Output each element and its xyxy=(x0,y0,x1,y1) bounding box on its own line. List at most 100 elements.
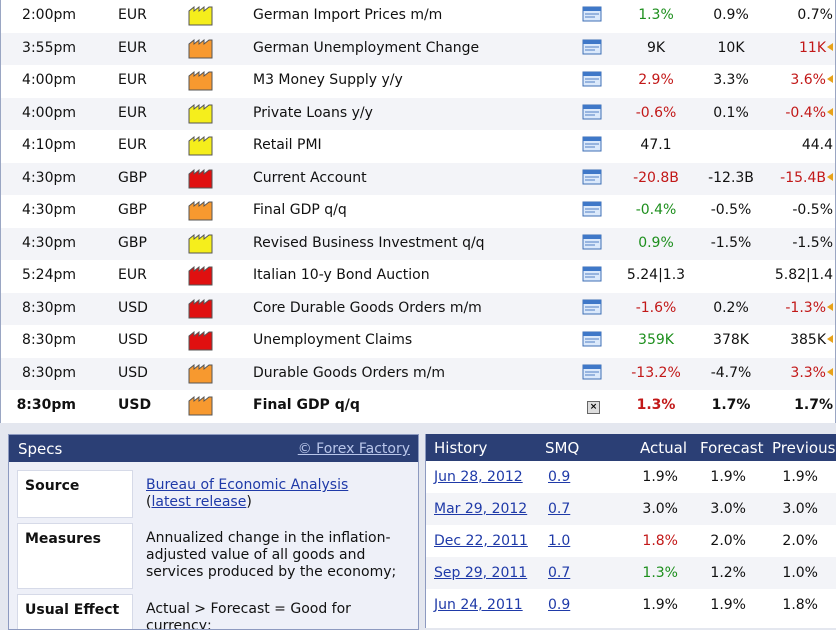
history-actual: 3.0% xyxy=(642,501,678,517)
event-detail-icon[interactable] xyxy=(582,5,602,23)
event-detail-icon[interactable] xyxy=(582,233,602,251)
event-title[interactable]: German Unemployment Change xyxy=(253,39,480,56)
actual-value: 2.9% xyxy=(638,72,674,88)
actual-value: 1.3% xyxy=(638,7,674,23)
paren-close: ) xyxy=(246,494,252,510)
actual-value: 0.9% xyxy=(638,234,674,251)
event-detail-icon[interactable] xyxy=(582,200,602,218)
calendar-row[interactable]: 8:30pm USD Durable Goods Orders m/m -13.2% -… xyxy=(1,357,835,390)
previous-value: 1.7% xyxy=(794,397,833,413)
actual-value: 1.3% xyxy=(636,397,676,413)
history-actual: 1.8% xyxy=(642,533,678,549)
impact-folder-icon xyxy=(188,168,214,189)
previous-value: -0.4% xyxy=(785,104,826,121)
smq-link[interactable]: 0.9 xyxy=(548,597,571,613)
event-title[interactable]: Unemployment Claims xyxy=(253,332,413,348)
forecast-value: 3.3% xyxy=(713,72,749,88)
history-panel: History SMQ Actual Forecast Previous Jun… xyxy=(425,434,836,628)
event-detail-icon[interactable] xyxy=(582,103,602,121)
event-currency: GBP xyxy=(118,169,147,186)
forecast-value: 0.1% xyxy=(713,104,749,121)
impact-folder-icon xyxy=(188,330,214,351)
history-actual: 1.9% xyxy=(642,469,678,485)
history-date-link[interactable]: Mar 29, 2012 xyxy=(434,501,528,517)
calendar-row[interactable]: 4:30pm GBP Final GDP q/q -0.4% -0.5% -0.5% xyxy=(1,195,835,228)
history-date-link[interactable]: Jun 28, 2012 xyxy=(434,469,523,485)
event-title[interactable]: Final GDP q/q xyxy=(253,202,347,218)
history-date: Sep 29, 2011 xyxy=(434,565,527,581)
close-detail-icon[interactable]: × xyxy=(587,401,600,414)
event-time: 5:24pm xyxy=(22,267,76,283)
history-date-link[interactable]: Sep 29, 2011 xyxy=(434,565,528,581)
revised-icon[interactable] xyxy=(827,172,833,181)
event-title[interactable]: Revised Business Investment q/q xyxy=(253,234,485,251)
event-title[interactable]: Final GDP q/q xyxy=(253,397,360,413)
history-date-link[interactable]: Dec 22, 2011 xyxy=(434,533,528,549)
impact-folder-icon xyxy=(188,233,214,254)
previous-value: 3.3% xyxy=(790,364,826,381)
revised-icon[interactable] xyxy=(827,107,833,116)
calendar-row[interactable]: 2:00pm EUR German Import Prices m/m 1.3% 0.9… xyxy=(1,0,835,33)
revised-icon[interactable] xyxy=(827,302,833,311)
calendar-row[interactable]: 5:24pm EUR Italian 10-y Bond Auction 5.24|1… xyxy=(1,260,835,293)
event-title[interactable]: German Import Prices m/m xyxy=(253,7,443,23)
latest-release-link[interactable]: latest release xyxy=(151,494,247,510)
event-detail-icon[interactable] xyxy=(582,298,602,316)
history-row: Sep 29, 2011 0.7 1.3% 1.2% 1.0% xyxy=(426,557,836,589)
history-date-link[interactable]: Jun 24, 2011 xyxy=(434,597,523,613)
calendar-row[interactable]: 4:30pm GBP Current Account -20.8B -12.3B -15.… xyxy=(1,162,835,195)
event-time: 4:30pm xyxy=(22,202,76,218)
calendar-row[interactable]: 4:00pm EUR Private Loans y/y -0.6% 0.1% -0.4% xyxy=(1,97,835,130)
calendar-row[interactable]: 8:30pm USD Final GDP q/q × 1.3% 1.7% 1.7% xyxy=(1,390,835,423)
forecast-value: 10K xyxy=(717,39,745,56)
actual-value: 359K xyxy=(638,332,674,348)
smq-score: 0.9 xyxy=(548,597,570,613)
previous-value: 11K xyxy=(799,39,826,56)
revised-icon[interactable] xyxy=(827,75,833,83)
calendar-row[interactable]: 4:30pm GBP Revised Business Investment q/q… xyxy=(1,227,835,260)
event-currency: EUR xyxy=(118,39,147,56)
history-forecast: 3.0% xyxy=(710,501,746,517)
event-currency: EUR xyxy=(118,137,147,153)
event-detail-icon[interactable] xyxy=(582,330,602,348)
event-detail-icon[interactable] xyxy=(582,363,602,381)
event-time: 4:30pm xyxy=(22,234,76,251)
history-date: Jun 28, 2012 xyxy=(434,469,523,485)
smq-link[interactable]: 1.0 xyxy=(548,533,571,549)
event-title[interactable]: Retail PMI xyxy=(253,137,322,153)
event-title[interactable]: Current Account xyxy=(253,169,367,186)
previous-cell: 1.7% xyxy=(771,397,835,413)
event-detail-icon[interactable] xyxy=(582,38,602,56)
revised-icon[interactable] xyxy=(827,335,833,343)
smq-link[interactable]: 0.7 xyxy=(548,501,571,517)
previous-cell: -0.5% xyxy=(771,202,835,218)
source-link[interactable]: Bureau of Economic Analysis xyxy=(146,477,349,493)
history-previous: 1.8% xyxy=(782,597,818,613)
event-title[interactable]: Durable Goods Orders m/m xyxy=(253,364,445,381)
event-detail-icon[interactable] xyxy=(582,70,602,88)
event-detail-icon[interactable] xyxy=(582,265,602,283)
event-title[interactable]: Private Loans y/y xyxy=(253,104,373,121)
calendar-row[interactable]: 8:30pm USD Core Durable Goods Orders m/m -1… xyxy=(1,292,835,325)
revised-icon[interactable] xyxy=(827,367,833,376)
event-title[interactable]: Core Durable Goods Orders m/m xyxy=(253,299,482,316)
calendar-row[interactable]: 3:55pm EUR German Unemployment Change 9K 10K… xyxy=(1,32,835,65)
history-previous: 1.0% xyxy=(782,565,818,581)
calendar-row[interactable]: 4:10pm EUR Retail PMI 47.1 44.4 xyxy=(1,130,835,163)
measures-label: Measures xyxy=(17,523,133,589)
event-detail-icon[interactable] xyxy=(582,168,602,186)
forex-factory-link[interactable]: © Forex Factory xyxy=(297,441,410,457)
actual-value: 9K xyxy=(646,39,666,56)
event-title[interactable]: M3 Money Supply y/y xyxy=(253,72,403,88)
calendar-row[interactable]: 8:30pm USD Unemployment Claims 359K 378K 385K xyxy=(1,325,835,358)
smq-link[interactable]: 0.9 xyxy=(548,469,571,485)
event-detail-icon[interactable] xyxy=(582,135,602,153)
history-actual: 1.9% xyxy=(642,597,678,613)
smq-link[interactable]: 0.7 xyxy=(548,565,571,581)
revised-icon[interactable] xyxy=(827,42,833,51)
forecast-value: -4.7% xyxy=(710,364,752,381)
previous-value: -1.3% xyxy=(785,299,826,316)
calendar-row[interactable]: 4:00pm EUR M3 Money Supply y/y 2.9% 3.3% 3.6% xyxy=(1,65,835,98)
event-title[interactable]: Italian 10-y Bond Auction xyxy=(253,267,430,283)
event-currency: USD xyxy=(118,364,148,381)
